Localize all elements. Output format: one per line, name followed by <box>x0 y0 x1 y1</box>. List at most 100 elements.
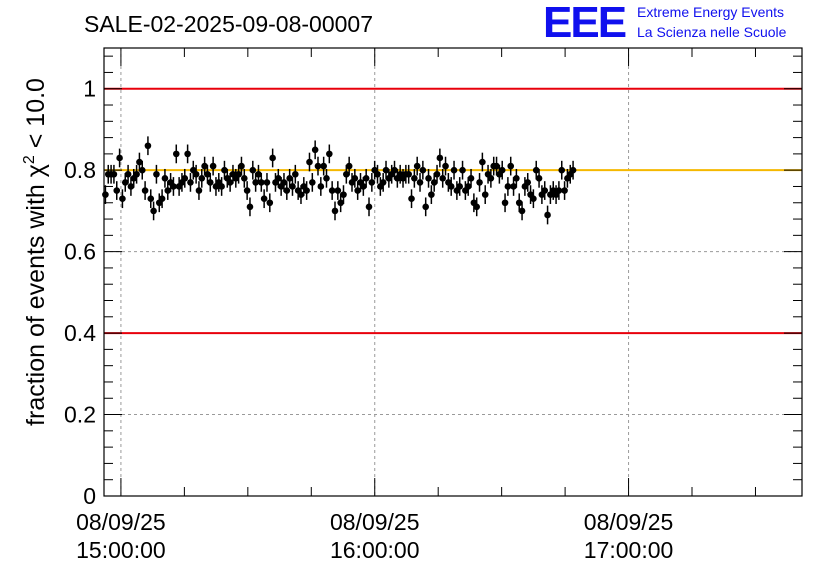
data-point <box>422 203 429 211</box>
x-tick-label: 08/09/25 16:00:00 <box>330 509 420 563</box>
data-point <box>275 175 282 182</box>
data-point <box>113 187 121 194</box>
data-point <box>266 199 274 207</box>
data-point <box>411 175 418 182</box>
data-point <box>311 146 319 154</box>
x-tick-label-line: 08/09/25 <box>584 509 674 535</box>
y-label-part: < 10.0 <box>22 78 50 155</box>
x-tick-label: 08/09/25 17:00:00 <box>584 509 674 563</box>
data-point <box>362 175 370 182</box>
chart-title: SALE-02-2025-09-08-00007 <box>84 11 373 37</box>
x-tick-label-line: 15:00:00 <box>76 537 166 563</box>
eee-logo-mark: EEE <box>543 0 627 47</box>
data-point <box>436 154 444 162</box>
data-point <box>286 175 293 182</box>
data-point <box>226 179 234 186</box>
data-point <box>328 187 336 194</box>
x-tick-label: 08/09/25 15:00:00 <box>76 509 166 563</box>
data-points <box>102 136 577 225</box>
y-tick-label: 1 <box>83 76 96 102</box>
data-point <box>416 179 424 186</box>
data-point <box>535 175 543 182</box>
data-point <box>425 175 432 182</box>
data-point <box>221 166 228 174</box>
data-point <box>124 170 132 178</box>
data-point <box>558 166 566 174</box>
data-point <box>314 162 322 170</box>
y-tick-label: 0.2 <box>64 402 96 428</box>
data-point <box>391 166 398 174</box>
data-point <box>269 154 276 162</box>
data-point <box>102 191 109 198</box>
data-point <box>430 179 438 186</box>
data-point <box>340 191 347 198</box>
data-point <box>283 187 291 194</box>
data-point <box>555 187 563 194</box>
data-point <box>144 142 152 150</box>
data-point <box>368 179 376 186</box>
data-point <box>374 170 381 178</box>
data-point <box>158 195 166 202</box>
data-point <box>260 195 268 202</box>
x-tick-label-line: 08/09/25 <box>330 509 420 535</box>
data-point <box>467 175 475 182</box>
data-point <box>289 183 296 190</box>
plot-frame <box>103 47 803 497</box>
data-point <box>317 183 325 190</box>
data-point <box>320 162 327 170</box>
data-point <box>184 150 191 158</box>
data-point <box>343 170 350 178</box>
data-point <box>258 179 265 186</box>
y-tick-label: 0.8 <box>64 157 96 183</box>
data-point <box>501 199 509 207</box>
data-point <box>147 195 155 202</box>
data-point <box>204 170 211 178</box>
y-axis-label: fraction of events with χ2 < 10.0 <box>21 78 50 426</box>
data-point <box>323 175 330 182</box>
data-point <box>127 183 135 190</box>
data-point <box>544 211 551 219</box>
data-point <box>206 179 214 186</box>
data-point <box>479 158 486 166</box>
data-point <box>405 170 412 178</box>
data-point <box>532 166 540 174</box>
data-point <box>150 207 157 215</box>
data-point <box>326 150 333 158</box>
logo-text-line2: La Scienza nelle Scuole <box>637 24 787 40</box>
data-point <box>513 175 520 182</box>
data-point <box>181 175 189 182</box>
data-point <box>408 195 415 202</box>
data-point <box>493 162 500 170</box>
data-point <box>413 162 421 170</box>
data-point <box>306 158 313 166</box>
data-point <box>337 199 344 207</box>
data-point <box>498 166 506 174</box>
data-point <box>255 170 262 178</box>
data-point <box>209 162 217 170</box>
data-point <box>187 179 194 186</box>
data-point <box>303 187 310 194</box>
data-point <box>238 162 245 170</box>
data-point <box>569 166 577 174</box>
y-label-superscript: 2 <box>21 155 38 164</box>
data-point <box>280 179 288 186</box>
data-point <box>504 183 512 190</box>
data-point <box>379 179 387 186</box>
data-point <box>252 179 259 186</box>
data-point <box>331 207 339 215</box>
data-point <box>141 187 149 194</box>
data-point <box>518 207 526 215</box>
data-point <box>195 187 203 194</box>
y-tick-label: 0.4 <box>64 320 96 346</box>
data-point <box>510 183 517 190</box>
data-point <box>450 166 458 174</box>
data-point <box>121 179 129 186</box>
data-point <box>476 179 483 186</box>
data-point <box>161 175 169 182</box>
data-point <box>439 175 446 182</box>
x-tick-label-line: 17:00:00 <box>584 537 674 563</box>
data-point <box>198 175 206 182</box>
data-point <box>334 187 342 194</box>
